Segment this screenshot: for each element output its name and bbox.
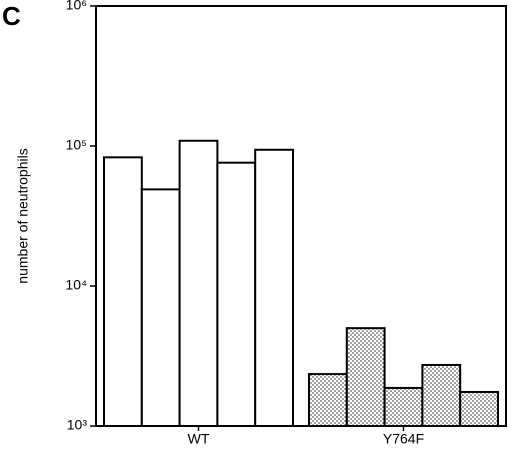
bar xyxy=(345,327,386,427)
bar xyxy=(216,161,257,427)
bar xyxy=(421,363,462,427)
y-tick-label: 10⁶ xyxy=(66,0,87,13)
plot-frame xyxy=(95,5,507,427)
bar xyxy=(103,156,143,427)
y-axis-label: number of neutrophils xyxy=(15,148,31,283)
y-tick-label: 10³ xyxy=(67,417,88,433)
bar xyxy=(178,139,219,427)
bar xyxy=(308,373,348,428)
bar xyxy=(140,188,181,427)
bar xyxy=(383,386,424,427)
bar xyxy=(459,390,500,427)
panel-label: C xyxy=(2,1,21,31)
y-tick-label: 10⁵ xyxy=(66,137,87,153)
bar xyxy=(254,148,294,427)
x-tick-label: Y764F xyxy=(383,431,424,447)
x-tick-label: WT xyxy=(188,431,210,447)
y-tick-label: 10⁴ xyxy=(65,277,87,293)
